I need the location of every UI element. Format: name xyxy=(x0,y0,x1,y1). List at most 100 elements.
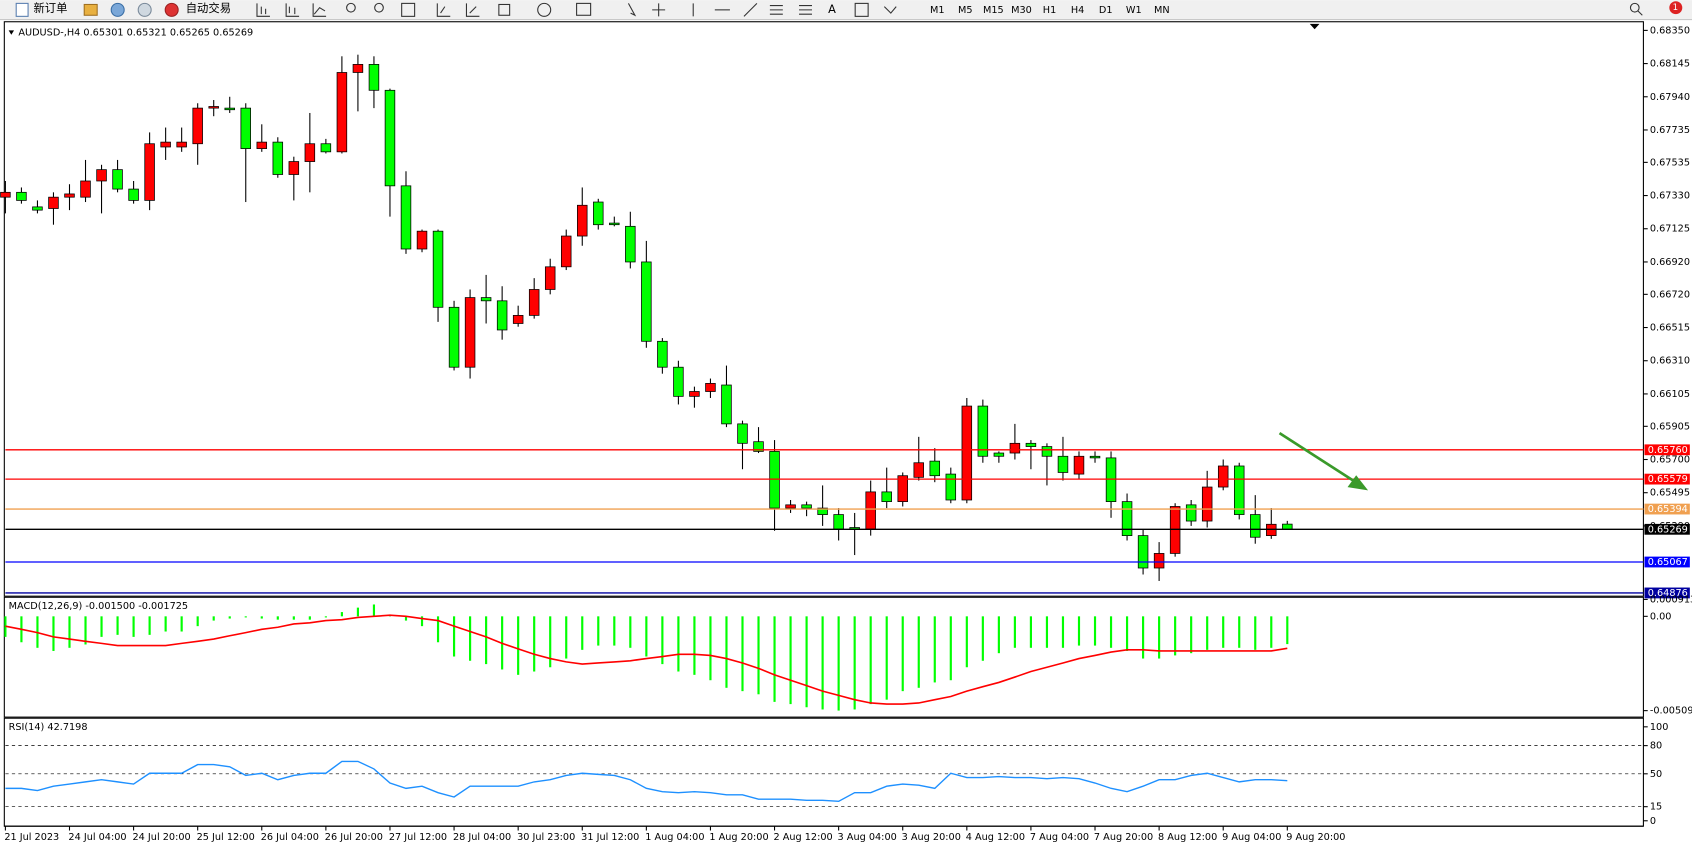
arrow-head xyxy=(1347,475,1369,491)
zoom-in-icon[interactable] xyxy=(346,2,356,13)
x-tick-label: 27 Jul 12:00 xyxy=(389,832,447,843)
candle-body xyxy=(272,141,284,175)
bar-chart-icon[interactable] xyxy=(256,3,270,17)
x-tick-label: 1 Aug 20:00 xyxy=(709,832,768,843)
text-tool[interactable]: A xyxy=(828,2,836,16)
crosshair-icon[interactable] xyxy=(652,3,666,17)
candle-body xyxy=(833,514,844,530)
timeframe-button[interactable]: H1 xyxy=(1043,5,1056,16)
toolbar-icon[interactable] xyxy=(137,2,152,17)
macd-bar xyxy=(292,616,295,620)
candle-body xyxy=(1217,465,1229,488)
candle-body xyxy=(384,89,396,187)
candle-body xyxy=(336,72,348,153)
price-level-label: 0.64876 xyxy=(1648,588,1688,599)
x-tick-label: 24 Jul 20:00 xyxy=(133,832,191,843)
macd-bar xyxy=(757,616,760,695)
x-tick-label: 26 Jul 04:00 xyxy=(261,832,319,843)
search-icon[interactable] xyxy=(1629,2,1643,16)
candle-body xyxy=(512,315,524,324)
zoom-out-icon[interactable] xyxy=(374,2,384,13)
macd-bar xyxy=(1013,616,1016,648)
macd-bar xyxy=(837,616,840,711)
y-tick-label: 0.67735 xyxy=(1650,125,1690,136)
macd-bar xyxy=(533,616,536,672)
candle-body xyxy=(785,504,796,509)
channel-icon[interactable] xyxy=(769,5,783,15)
tile-icon[interactable] xyxy=(401,2,416,17)
new-order-button[interactable]: 新订单 xyxy=(33,1,67,15)
candle-body xyxy=(80,180,91,198)
candle-body xyxy=(801,504,812,509)
y-tick-label: 100 xyxy=(1650,722,1669,733)
price-level-label: 0.65760 xyxy=(1648,445,1688,456)
x-tick-label: 3 Aug 04:00 xyxy=(838,832,897,843)
x-tick-label: 7 Aug 20:00 xyxy=(1094,832,1153,843)
fibo-icon[interactable] xyxy=(799,5,812,15)
label-icon[interactable] xyxy=(854,2,869,17)
macd-bar xyxy=(420,616,424,627)
candle-body xyxy=(737,423,748,444)
shift-icon[interactable] xyxy=(465,3,480,17)
line-icon[interactable] xyxy=(312,3,327,17)
periods-icon[interactable] xyxy=(537,2,552,17)
candle-body xyxy=(961,405,973,501)
candle-icon[interactable] xyxy=(285,3,300,17)
candle-body xyxy=(609,222,620,226)
timeframe-button[interactable]: MN xyxy=(1154,5,1170,16)
arrows-icon[interactable] xyxy=(883,6,897,14)
timeframe-button[interactable]: D1 xyxy=(1099,5,1113,16)
timeframe-button[interactable]: H4 xyxy=(1071,5,1084,16)
candle-body xyxy=(865,491,876,530)
toolbar-icon[interactable] xyxy=(110,2,125,17)
y-tick-label: 15 xyxy=(1650,802,1662,813)
macd-bar xyxy=(661,616,664,665)
macd-bar xyxy=(565,616,568,659)
candle-body xyxy=(1121,501,1133,536)
candle-body xyxy=(593,201,604,226)
candle-body xyxy=(304,143,316,162)
candle-body xyxy=(288,161,300,175)
candle-body xyxy=(993,452,1005,457)
new-order-icon[interactable] xyxy=(15,2,29,17)
timeframe-button[interactable]: M30 xyxy=(1011,5,1032,16)
trend-arrow xyxy=(1278,432,1369,491)
macd-bar xyxy=(741,616,744,692)
candle-body xyxy=(416,230,428,250)
toolbar-icon[interactable] xyxy=(83,3,98,16)
macd-bar xyxy=(677,616,680,672)
candle-body xyxy=(544,266,556,290)
candle-body xyxy=(1041,446,1053,457)
plot: 0.68350 0.68145 0.67940 0.67735 0.67535 0.673… xyxy=(0,25,1692,843)
macd-bar xyxy=(212,616,215,621)
x-tick-label: 4 Aug 12:00 xyxy=(966,832,1025,843)
candle-body xyxy=(625,225,636,263)
timeframe-button[interactable]: M5 xyxy=(958,5,973,16)
macd-bar xyxy=(629,616,632,648)
auto-trading-icon[interactable] xyxy=(164,2,179,17)
timeframe-button[interactable]: M1 xyxy=(930,5,945,16)
timeframe-button[interactable]: W1 xyxy=(1126,5,1142,16)
candle-body xyxy=(1009,442,1021,454)
scroll-icon[interactable] xyxy=(436,3,451,17)
x-tick-label: 26 Jul 20:00 xyxy=(325,832,383,843)
trendline-icon[interactable] xyxy=(743,3,758,17)
candle-body xyxy=(192,107,203,145)
indicators-icon[interactable] xyxy=(498,3,511,16)
templates-icon[interactable] xyxy=(576,2,592,16)
macd-bar xyxy=(1190,616,1193,654)
macd-bar xyxy=(981,616,984,661)
macd-bar xyxy=(1109,616,1113,648)
candle-body xyxy=(1057,455,1069,473)
auto-trading-button[interactable]: 自动交易 xyxy=(186,1,231,15)
candle-body xyxy=(689,391,700,397)
candle-body xyxy=(64,193,75,198)
macd-bar xyxy=(84,616,87,645)
candle-body xyxy=(1073,455,1085,475)
shift-marker xyxy=(1309,23,1320,30)
candle-body xyxy=(913,462,924,478)
notification-badge[interactable] xyxy=(1669,1,1683,15)
cursor-icon[interactable] xyxy=(627,3,637,17)
timeframe-button[interactable]: M15 xyxy=(983,5,1004,16)
y-tick-label: 0.65905 xyxy=(1650,421,1690,432)
